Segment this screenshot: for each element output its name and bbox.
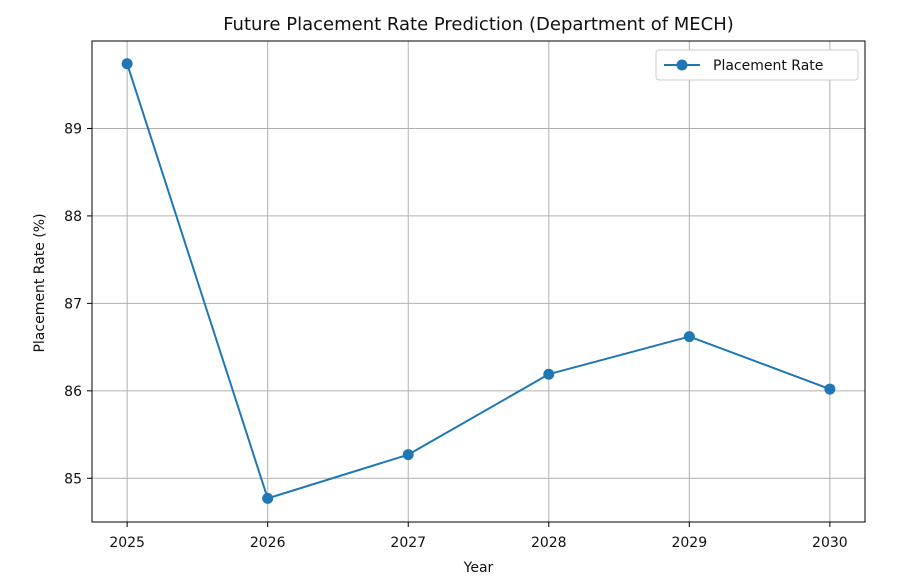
x-tick-label: 2030 [812, 535, 848, 551]
y-axis-label: Placement Rate (%) [32, 213, 48, 352]
x-tick-label: 2025 [109, 535, 145, 551]
data-point-marker [543, 368, 555, 380]
x-tick-label: 2026 [250, 535, 286, 551]
marker-layer [121, 58, 836, 504]
y-tick-label: 87 [64, 296, 82, 312]
x-tick-label: 2027 [390, 535, 426, 551]
data-point-marker [824, 383, 836, 395]
grid-layer [92, 41, 865, 522]
y-tick-label: 86 [64, 384, 82, 400]
legend-label: Placement Rate [713, 58, 823, 74]
y-tick-label: 88 [64, 209, 82, 225]
series-line [126, 63, 831, 500]
x-tick-label: 2028 [531, 535, 567, 551]
plot-frame [91, 40, 866, 523]
chart-title: Future Placement Rate Prediction (Depart… [223, 14, 734, 35]
data-point-marker [402, 449, 414, 461]
legend-box [655, 49, 859, 81]
y-tick-label: 89 [64, 121, 82, 137]
data-point-marker [262, 492, 274, 504]
data-point-marker [121, 58, 133, 70]
tick-layer: 2025 2026 2027 2028 2029 2030 85 86 87 88 89 [64, 121, 848, 551]
line-layer [126, 63, 831, 500]
data-point-marker [683, 331, 695, 343]
legend-marker-swatch [676, 59, 688, 71]
x-axis-label: Year [463, 560, 494, 576]
y-tick-label: 85 [64, 471, 82, 487]
legend: Placement Rate [655, 49, 859, 81]
x-tick-label: 2029 [671, 535, 707, 551]
